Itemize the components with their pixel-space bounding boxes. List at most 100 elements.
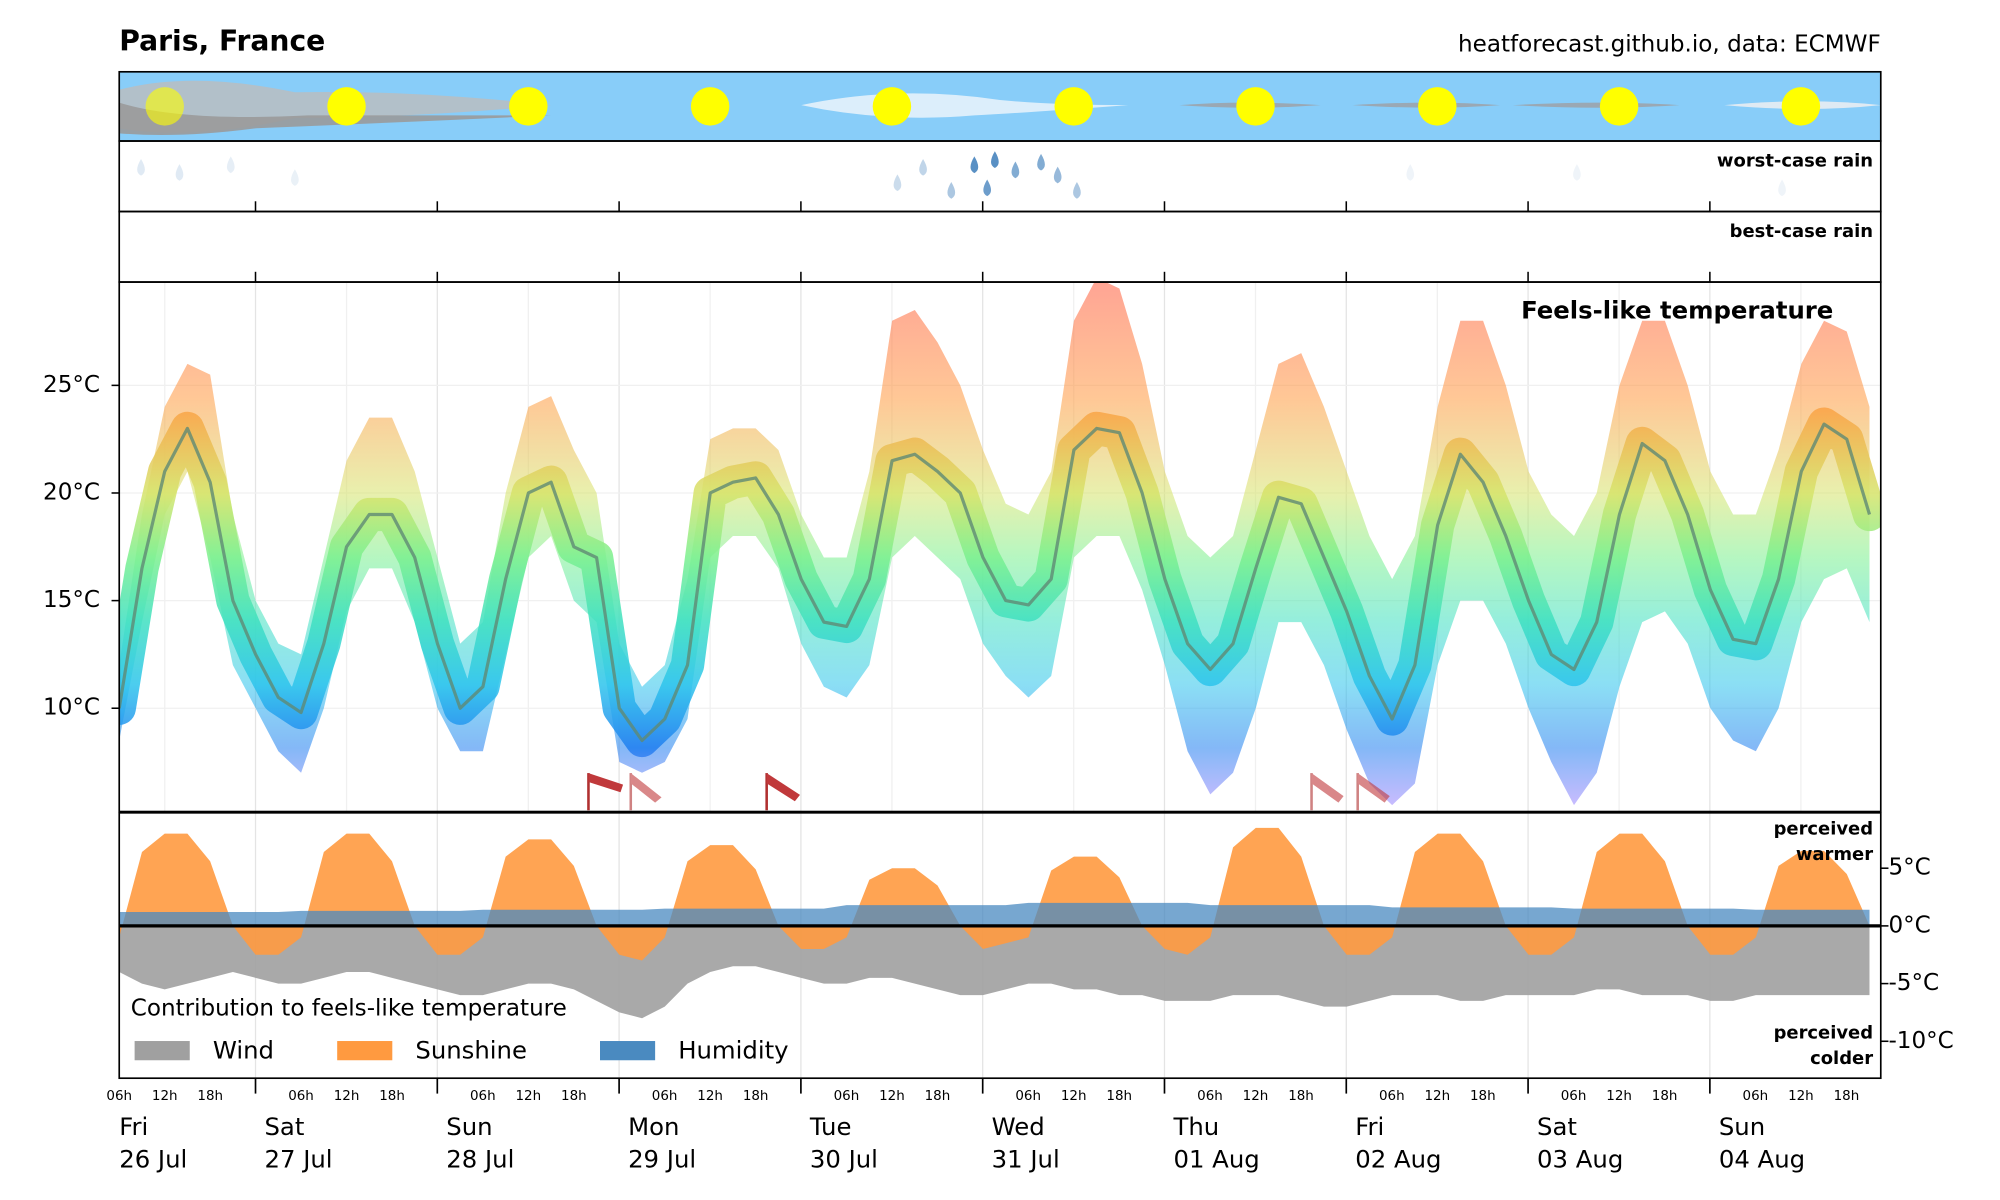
hour-label: 18h — [1834, 1089, 1860, 1104]
hour-label: 12h — [1424, 1089, 1450, 1104]
hour-label: 18h — [743, 1089, 769, 1104]
rain-panel — [119, 211, 1881, 283]
rain-drop — [991, 151, 999, 168]
hour-label: 18h — [561, 1089, 587, 1104]
day-name: Wed — [992, 1112, 1045, 1141]
day-date: 01 Aug — [1173, 1144, 1259, 1173]
legend-label: Wind — [213, 1035, 274, 1064]
y-tick-label: 5°C — [1888, 855, 1930, 881]
legend-swatch — [337, 1041, 393, 1061]
hour-label: 06h — [106, 1089, 132, 1104]
hour-label: 06h — [1197, 1089, 1223, 1104]
sun-icon — [1236, 87, 1275, 126]
wind-flag — [765, 773, 800, 811]
contribution-plot — [119, 827, 1881, 1019]
hour-label: 06h — [1015, 1089, 1041, 1104]
y-tick-label: -5°C — [1888, 970, 1939, 996]
rain-drop — [947, 182, 956, 199]
hour-label: 12h — [1606, 1089, 1632, 1104]
y-tick-label: 0°C — [1888, 912, 1930, 938]
hour-label: 06h — [470, 1089, 496, 1104]
day-date: 30 Jul — [810, 1144, 878, 1173]
day-date: 04 Aug — [1719, 1144, 1805, 1173]
y-tick-label: 10°C — [43, 695, 100, 721]
legend-label: Sunshine — [415, 1035, 527, 1064]
day-date: 28 Jul — [446, 1144, 514, 1173]
source: heatforecast.github.io, data: ECMWF — [1458, 31, 1881, 57]
sun-icon — [690, 87, 730, 126]
temperature-plot — [119, 282, 1881, 806]
legend-label: Humidity — [678, 1035, 788, 1064]
sun-icon — [509, 87, 548, 126]
day-name: Sun — [446, 1112, 492, 1141]
rain-panel — [119, 141, 1881, 212]
day-date: 29 Jul — [628, 1144, 696, 1173]
contribution-area — [119, 827, 1870, 961]
hour-label: 18h — [379, 1089, 405, 1104]
rain-drop — [1778, 179, 1786, 197]
hour-label: 12h — [334, 1089, 360, 1104]
legend-swatch — [600, 1041, 656, 1061]
day-name: Fri — [119, 1112, 148, 1141]
rain-drop — [1037, 153, 1045, 171]
rain-drops — [137, 151, 1786, 199]
day-name: Sat — [1537, 1112, 1577, 1141]
sun-icon — [145, 87, 184, 126]
wind-flag — [1310, 773, 1344, 811]
panel-frame — [118, 811, 1882, 1080]
day-name: Sun — [1719, 1112, 1765, 1141]
annotation: colder — [1810, 1048, 1873, 1069]
hour-label: 12h — [1243, 1089, 1269, 1104]
rain-drop — [983, 179, 992, 197]
y-tick-label: 20°C — [43, 479, 100, 505]
rain-drop — [1406, 164, 1415, 181]
hour-label: 12h — [879, 1089, 905, 1104]
hour-label: 06h — [288, 1089, 314, 1104]
contribution-area — [119, 902, 1870, 926]
rain-drop — [1073, 182, 1081, 199]
day-date: 03 Aug — [1537, 1144, 1623, 1173]
panel-frame — [118, 281, 1882, 813]
hour-label: 06h — [1561, 1089, 1587, 1104]
day-name: Sat — [264, 1112, 304, 1141]
contribution-area — [119, 925, 1870, 1019]
legend-swatch — [134, 1041, 190, 1061]
wind-flags — [587, 773, 1390, 811]
rain-drop — [137, 158, 145, 176]
hour-label: 18h — [925, 1089, 951, 1104]
hour-label: 06h — [1743, 1089, 1769, 1104]
day-name: Thu — [1172, 1112, 1219, 1141]
annotation: perceived — [1774, 818, 1874, 839]
sun-icon — [1418, 87, 1457, 126]
y-tick-label: -10°C — [1888, 1028, 1953, 1054]
sun-icon — [327, 87, 366, 126]
axes: 06h 12h 18h Fri 26 Jul 06h 12h 18h Sat 27 Jul 06h 1… — [43, 201, 1954, 1173]
hour-label: 12h — [1061, 1089, 1087, 1104]
hour-label: 18h — [1288, 1089, 1314, 1104]
hour-label: 12h — [516, 1089, 542, 1104]
hour-label: 06h — [1379, 1089, 1405, 1104]
day-date: 02 Aug — [1355, 1144, 1441, 1173]
hour-label: 18h — [1106, 1089, 1132, 1104]
day-date: 26 Jul — [119, 1144, 187, 1173]
hour-label: 06h — [834, 1089, 860, 1104]
rain-drop — [175, 164, 184, 181]
sun-icon — [1781, 87, 1821, 126]
rain-drop — [893, 174, 902, 192]
rain-drop — [226, 156, 235, 174]
rain-label: best-case rain — [1730, 221, 1873, 242]
rain-drop — [1053, 166, 1062, 184]
hour-label: 18h — [197, 1089, 223, 1104]
y-tick-label: 25°C — [43, 372, 100, 398]
hour-label: 18h — [1470, 1089, 1496, 1104]
median-line — [119, 422, 1872, 743]
rain-drop — [1573, 164, 1581, 181]
day-name: Tue — [809, 1112, 852, 1141]
page-title: Paris, France — [119, 24, 325, 57]
wind-flag — [629, 773, 662, 811]
rain-drop — [1011, 161, 1020, 179]
legend-title: Contribution to feels-like temperature — [131, 995, 567, 1021]
rain-drop — [970, 156, 979, 174]
